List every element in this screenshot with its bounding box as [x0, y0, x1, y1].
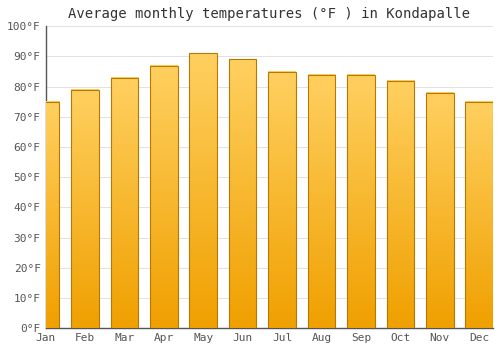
Bar	[347, 75, 375, 328]
Title: Average monthly temperatures (°F ) in Kondapalle: Average monthly temperatures (°F ) in Ko…	[68, 7, 470, 21]
Bar	[71, 90, 99, 328]
Bar	[150, 65, 178, 328]
Bar	[229, 60, 256, 328]
Bar	[308, 75, 336, 328]
Bar	[32, 102, 60, 328]
Bar	[466, 102, 493, 328]
Bar	[190, 54, 217, 328]
Bar	[110, 78, 138, 328]
Bar	[386, 80, 414, 328]
Bar	[268, 71, 296, 328]
Bar	[426, 93, 454, 328]
